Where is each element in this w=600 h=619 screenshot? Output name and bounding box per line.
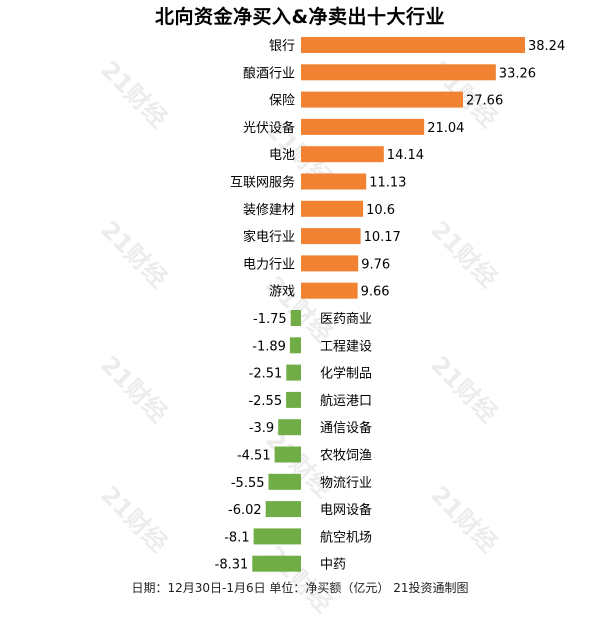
category-label: 中药 xyxy=(320,558,346,573)
category-label: 物流行业 xyxy=(320,476,372,491)
bar-chart: 银行 38.24 酿酒行业 33.26 保险 27.66 光伏设备 21.04 电池 14.14 互… xyxy=(215,37,565,573)
value-label: 10.6 xyxy=(366,203,395,218)
value-label: -1.89 xyxy=(252,339,286,354)
category-label: 银行 xyxy=(269,39,295,54)
bar-16 xyxy=(274,446,301,463)
value-label: -6.02 xyxy=(228,503,262,518)
bar-4 xyxy=(301,118,425,135)
category-label: 电池 xyxy=(269,148,295,163)
bar-13 xyxy=(286,364,301,381)
category-label: 装修建材 xyxy=(243,203,295,218)
bar-7 xyxy=(301,200,364,217)
value-label: -2.55 xyxy=(248,394,282,409)
category-label: 互联网服务 xyxy=(230,175,295,191)
bar-20 xyxy=(252,555,301,572)
value-label: 33.26 xyxy=(499,66,536,81)
bar-17 xyxy=(268,473,301,490)
value-label: -1.75 xyxy=(253,312,287,327)
bar-11 xyxy=(290,310,301,326)
category-label: 医药商业 xyxy=(320,312,372,327)
bar-19 xyxy=(253,528,301,545)
category-label: 家电行业 xyxy=(243,229,295,245)
bar-5 xyxy=(301,146,384,163)
value-label: -3.9 xyxy=(249,421,274,436)
value-label: 14.14 xyxy=(387,148,424,163)
category-label: 游戏 xyxy=(269,285,295,300)
category-label: 电网设备 xyxy=(320,502,372,518)
bar-3 xyxy=(301,91,463,108)
bar-10 xyxy=(301,282,358,299)
category-label: 保险 xyxy=(269,94,295,109)
value-label: -8.31 xyxy=(215,558,249,573)
value-label: -5.55 xyxy=(231,476,265,491)
category-label: 工程建设 xyxy=(320,339,372,354)
value-label: 21.04 xyxy=(427,121,464,136)
value-label: -8.1 xyxy=(224,530,249,545)
chart-title: 北向资金净买入&净卖出十大行业 xyxy=(154,6,446,28)
category-label: 农牧饲渔 xyxy=(320,449,372,464)
bar-15 xyxy=(278,419,301,436)
category-label: 化学制品 xyxy=(320,366,372,382)
value-label: 10.17 xyxy=(364,230,401,245)
value-label: 11.13 xyxy=(369,176,406,191)
bar-2 xyxy=(301,64,496,81)
category-label: 光伏设备 xyxy=(243,120,295,136)
value-label: -2.51 xyxy=(249,367,283,382)
chart-footer: 日期：12月30日-1月6日 单位：净买额（亿元） 21投资通制图 xyxy=(131,581,469,595)
category-label: 通信设备 xyxy=(320,420,372,436)
value-label: 38.24 xyxy=(528,39,565,54)
category-label: 航运港口 xyxy=(320,393,372,409)
value-label: -4.51 xyxy=(237,449,271,464)
value-label: 27.66 xyxy=(466,94,503,109)
bar-6 xyxy=(301,173,367,190)
category-label: 酿酒行业 xyxy=(243,65,295,81)
bar-8 xyxy=(301,228,361,245)
bar-9 xyxy=(301,255,359,272)
category-label: 电力行业 xyxy=(243,257,295,272)
value-label: 9.76 xyxy=(361,257,390,272)
bar-18 xyxy=(265,501,301,518)
bar-12 xyxy=(289,337,301,354)
bar-14 xyxy=(286,391,301,408)
value-label: 9.66 xyxy=(361,285,390,300)
bar-1 xyxy=(301,37,525,53)
category-label: 航空机场 xyxy=(320,529,372,545)
